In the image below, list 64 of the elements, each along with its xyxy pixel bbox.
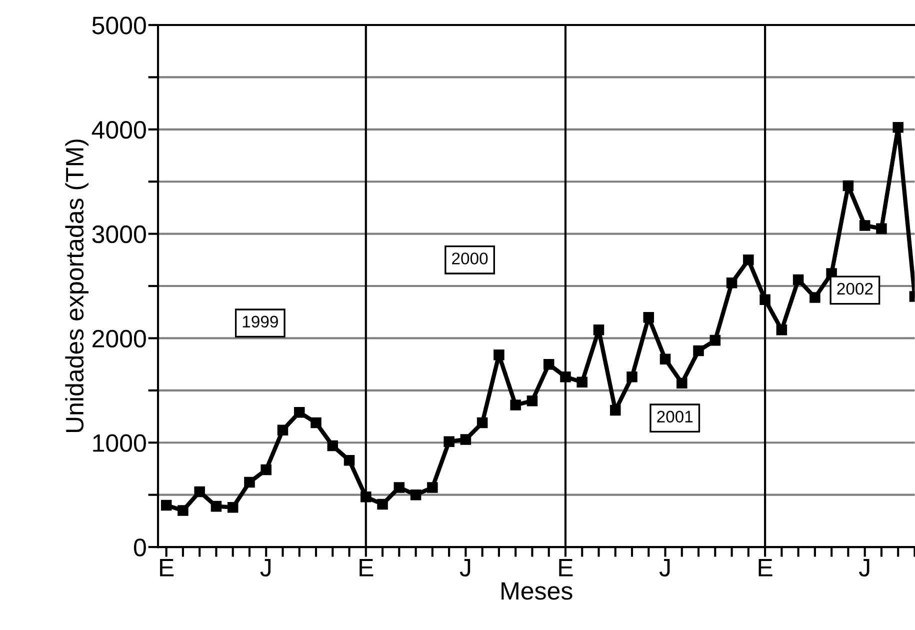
point (360, 492, 372, 502)
point (560, 371, 571, 382)
point (244, 476, 255, 488)
point (842, 180, 854, 192)
point (676, 378, 688, 388)
y-tick-label: 2000 (92, 330, 146, 348)
point (726, 278, 738, 288)
point (643, 312, 654, 323)
point (510, 400, 521, 410)
point (693, 345, 704, 356)
point (494, 350, 504, 360)
point (776, 324, 788, 336)
point (460, 434, 472, 445)
point (260, 464, 272, 476)
point (576, 376, 588, 388)
point (876, 223, 887, 234)
point (178, 505, 188, 516)
y-tick-label: 1000 (93, 434, 146, 452)
point (310, 417, 322, 428)
point (760, 294, 770, 305)
point (444, 436, 454, 447)
point (610, 404, 621, 416)
point (660, 354, 671, 364)
point (427, 482, 438, 493)
annotation: 2001 (657, 410, 693, 423)
annotation: 2002 (837, 282, 873, 295)
y-tick-label: 5000 (92, 16, 146, 34)
x-tick-label: E (360, 559, 374, 576)
x-tick-label: J (858, 559, 870, 577)
point (377, 498, 388, 510)
point (859, 220, 870, 231)
point (227, 502, 238, 513)
y-tick-label: 3000 (92, 225, 146, 244)
point (210, 500, 222, 512)
x-tick-label: J (659, 559, 670, 577)
point (344, 454, 355, 466)
point (743, 254, 754, 266)
annotation: 1999 (242, 316, 278, 328)
x-tick-label: E (559, 559, 573, 576)
annotation: 2000 (452, 252, 488, 264)
point (476, 417, 488, 428)
point (394, 482, 405, 493)
point (710, 334, 721, 346)
point (892, 122, 904, 133)
point (277, 424, 288, 436)
point (410, 489, 422, 500)
y-axis-title: Unidades exportadas (TM) (65, 140, 89, 432)
point (526, 395, 538, 406)
point (593, 324, 604, 336)
x-tick-label: J (460, 559, 470, 577)
point (810, 292, 820, 303)
x-tick-label: J (260, 559, 271, 577)
point (626, 371, 638, 382)
point (543, 358, 554, 370)
y-tick-label: 4000 (92, 121, 146, 139)
point (194, 486, 205, 498)
x-tick-label: E (758, 559, 772, 576)
point (160, 500, 172, 511)
x-tick-label: E (160, 559, 174, 576)
point (792, 274, 804, 286)
point (294, 406, 305, 418)
x-axis-title: Meses (502, 582, 572, 600)
point (327, 440, 338, 452)
y-tick-label: 0 (134, 538, 146, 556)
